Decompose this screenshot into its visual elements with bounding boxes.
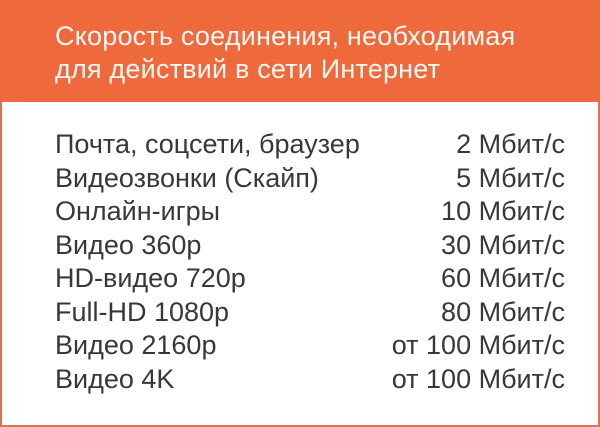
table-row: Онлайн-игры 10 Мбит/с [55, 196, 565, 230]
activity-label: Почта, соцсети, браузер [55, 129, 360, 159]
activity-label: HD-видео 720p [55, 263, 246, 293]
speed-value: 80 Мбит/с [441, 296, 565, 327]
table-row: Почта, соцсети, браузер 2 Мбит/с [55, 129, 565, 163]
speed-value: 10 Мбит/с [441, 196, 565, 226]
activity-label: Видео 360p [55, 229, 202, 260]
speed-value: 5 Мбит/с [456, 162, 565, 193]
table-row: Видео 4K от 100 Мбит/с [55, 364, 565, 398]
speed-value: от 100 Мбит/с [391, 363, 565, 394]
activity-label: Онлайн-игры [55, 196, 221, 226]
table-row: HD-видео 720p 60 Мбит/с [55, 263, 565, 297]
table-row: Видео 360p 30 Мбит/с [55, 230, 565, 264]
activity-label: Full-HD 1080p [55, 296, 230, 327]
table-row: Full-HD 1080p 80 Мбит/с [55, 297, 565, 331]
speed-value: 60 Мбит/с [441, 263, 565, 293]
speed-table: Почта, соцсети, браузер 2 Мбит/с Видеозв… [2, 102, 598, 425]
page-title-line-1: Скорость соединения, необходимая [55, 21, 516, 51]
activity-label: Видео 2160p [55, 330, 217, 360]
activity-label: Видео 4K [55, 363, 175, 394]
header-banner: Скорость соединения, необходимая для дей… [0, 0, 600, 102]
speed-value: 2 Мбит/с [456, 129, 565, 159]
table-row: Видеозвонки (Скайп) 5 Мбит/с [55, 163, 565, 197]
activity-label: Видеозвонки (Скайп) [55, 162, 319, 193]
speed-value: 30 Мбит/с [441, 229, 565, 260]
speed-value: от 100 Мбит/с [391, 330, 565, 360]
page-title-line-2: для действий в сети Интернет [55, 54, 441, 84]
table-row: Видео 2160p от 100 Мбит/с [55, 330, 565, 364]
